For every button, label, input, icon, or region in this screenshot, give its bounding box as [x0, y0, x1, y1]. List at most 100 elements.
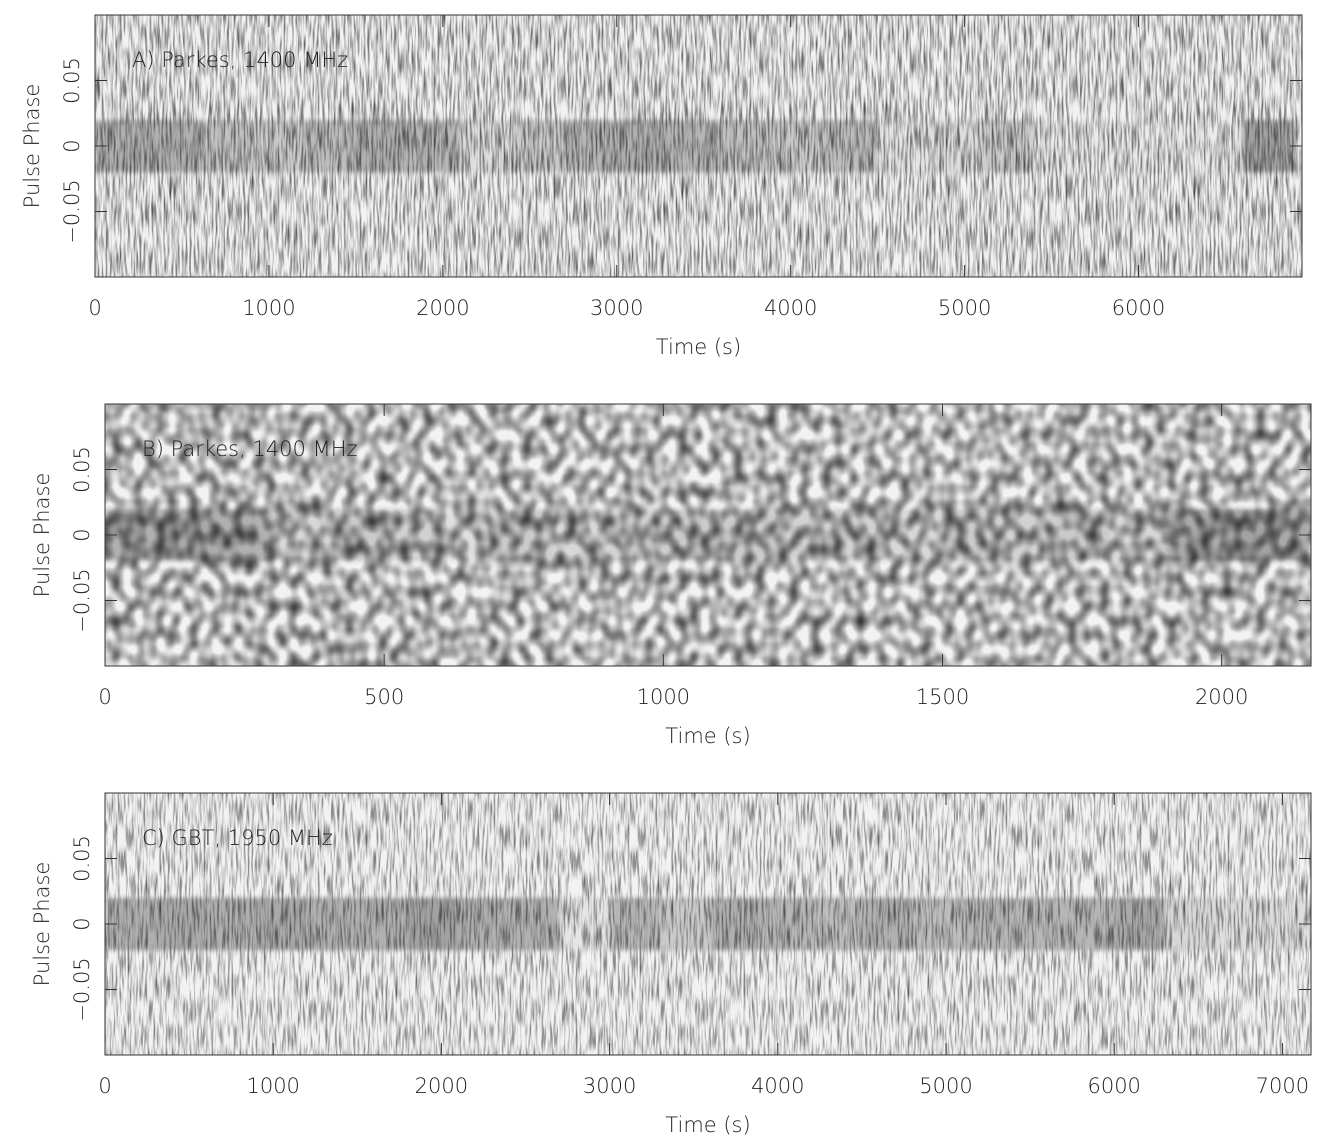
pulse-bin: [408, 898, 458, 950]
x-tick-label: 500: [364, 685, 404, 709]
pulse-bin: [307, 898, 357, 950]
figure: 01000200030004000500060000.050−0.05Time …: [0, 0, 1328, 1142]
panel-annotation: C) GBT, 1950 MHz: [142, 826, 333, 850]
pulse-band: [95, 120, 1295, 172]
pulse-bin: [147, 120, 199, 172]
pulse-bin: [304, 120, 356, 172]
pulse-bin: [565, 120, 617, 172]
pulse-bin: [357, 898, 407, 950]
pulse-bin: [1110, 509, 1166, 561]
x-tick-label: 5000: [919, 1074, 972, 1098]
pulse-bin: [1243, 120, 1295, 172]
pulse-bin: [660, 898, 710, 950]
pulse-bin: [761, 898, 811, 950]
pulse-bin: [217, 509, 273, 561]
y-tick-label: 0.05: [70, 835, 94, 882]
pulse-bin: [878, 120, 930, 172]
pulse-band: [105, 898, 1311, 950]
y-tick-label: 0: [60, 139, 84, 152]
x-axis-label: Time (s): [656, 335, 741, 359]
y-tick-label: 0.05: [70, 446, 94, 493]
x-tick-label: 1000: [242, 296, 295, 320]
x-tick-label: 4000: [764, 296, 817, 320]
pulse-bin: [460, 120, 512, 172]
pulse-bin: [943, 509, 999, 561]
pulse-bin: [719, 509, 775, 561]
pulse-bin: [963, 898, 1013, 950]
pulse-bin: [408, 120, 460, 172]
y-axis-label: Pulse Phase: [30, 473, 54, 598]
pulse-bin: [356, 120, 408, 172]
x-tick-label: 5000: [938, 296, 991, 320]
x-tick-label: 3000: [583, 1074, 636, 1098]
pulse-bin: [887, 509, 943, 561]
x-tick-label: 0: [98, 685, 111, 709]
pulse-bin: [552, 509, 608, 561]
pulse-bin: [775, 509, 831, 561]
y-tick-label: 0.05: [60, 57, 84, 104]
pulse-bin: [161, 509, 217, 561]
pulse-bin: [199, 120, 251, 172]
pulse-bin: [1013, 898, 1063, 950]
pulse-bin: [982, 120, 1034, 172]
x-tick-label: 2000: [1195, 685, 1248, 709]
pulse-bin: [440, 509, 496, 561]
pulse-bin: [328, 509, 384, 561]
pulse-bin: [663, 509, 719, 561]
y-axis-label: Pulse Phase: [20, 84, 44, 209]
pulse-bin: [1054, 509, 1110, 561]
pulse-bin: [155, 898, 205, 950]
pulse-bin: [1064, 898, 1114, 950]
y-tick-label: 0: [70, 917, 94, 930]
pulse-bin: [1215, 898, 1265, 950]
pulse-bin: [862, 898, 912, 950]
y-tick-label: −0.05: [70, 568, 94, 632]
pulse-bin: [1034, 120, 1086, 172]
x-tick-label: 2000: [415, 1074, 468, 1098]
pulse-bin: [1114, 898, 1164, 950]
x-tick-label: 4000: [751, 1074, 804, 1098]
pulse-band: [105, 509, 1311, 561]
pulse-bin: [1086, 120, 1138, 172]
pulse-bin: [1139, 120, 1191, 172]
pulse-bin: [669, 120, 721, 172]
pulse-bin: [458, 898, 508, 950]
x-axis-label: Time (s): [665, 1113, 750, 1137]
y-tick-label: −0.05: [70, 957, 94, 1021]
pulse-bin: [256, 898, 306, 950]
x-tick-label: 1500: [916, 685, 969, 709]
x-tick-label: 6000: [1087, 1074, 1140, 1098]
pulse-bin: [998, 509, 1054, 561]
pulse-bin: [711, 898, 761, 950]
pulse-bin: [496, 509, 552, 561]
pulse-bin: [608, 509, 664, 561]
x-tick-label: 0: [88, 296, 101, 320]
pulse-bin: [610, 898, 660, 950]
pulse-bin: [912, 898, 962, 950]
pulse-bin: [1222, 509, 1278, 561]
y-tick-label: −0.05: [60, 179, 84, 243]
x-axis-label: Time (s): [665, 724, 750, 748]
pulse-bin: [1166, 509, 1222, 561]
panel-annotation: B) Parkes, 1400 MHz: [142, 437, 358, 461]
panel-annotation: A) Parkes, 1400 MHz: [132, 48, 348, 72]
x-tick-label: 1000: [637, 685, 690, 709]
pulse-bin: [811, 898, 861, 950]
pulse-bin: [384, 509, 440, 561]
pulse-bin: [930, 120, 982, 172]
pulse-bin: [825, 120, 877, 172]
pulse-bin: [252, 120, 304, 172]
pulse-bin: [617, 120, 669, 172]
pulse-bin: [1165, 898, 1215, 950]
x-tick-label: 2000: [416, 296, 469, 320]
pulse-bin: [721, 120, 773, 172]
x-tick-label: 7000: [1256, 1074, 1309, 1098]
pulse-bin: [773, 120, 825, 172]
pulse-bin: [273, 509, 329, 561]
pulse-bin: [559, 898, 609, 950]
y-axis-label: Pulse Phase: [30, 862, 54, 987]
pulse-bin: [206, 898, 256, 950]
x-tick-label: 1000: [246, 1074, 299, 1098]
x-tick-label: 6000: [1112, 296, 1165, 320]
x-tick-label: 0: [98, 1074, 111, 1098]
